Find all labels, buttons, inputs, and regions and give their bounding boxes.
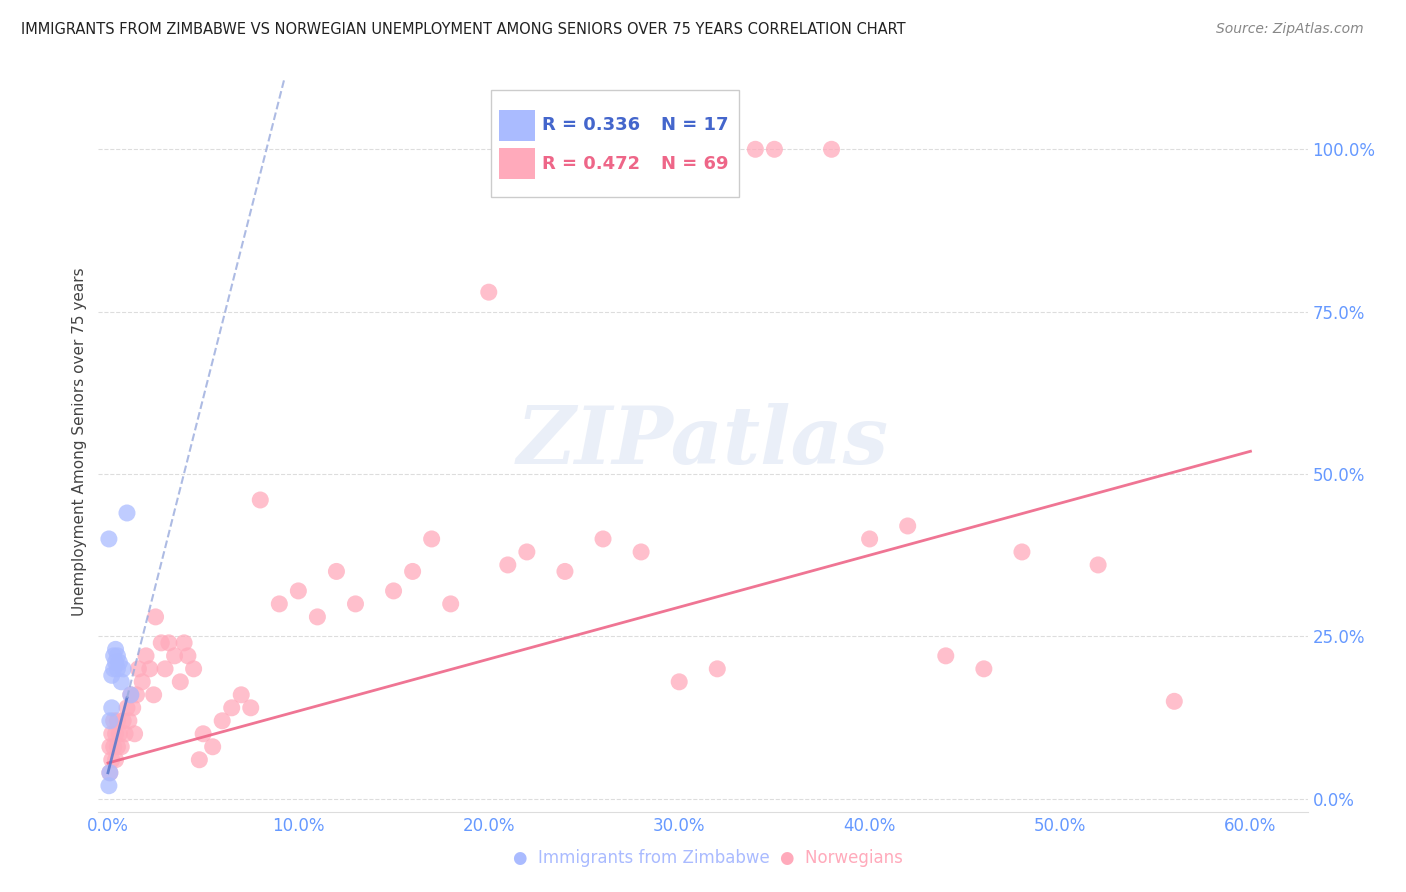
Point: [103, 739, 125, 754]
Point: [169, 674, 191, 689]
Point: [177, 648, 200, 663]
Point: [104, 753, 127, 767]
Point: [108, 656, 131, 670]
Point: [135, 648, 157, 663]
Point: [231, 688, 253, 702]
Text: N = 17: N = 17: [661, 117, 728, 135]
Text: Source: ZipAtlas.com: Source: ZipAtlas.com: [1216, 22, 1364, 37]
Point: [173, 636, 195, 650]
Point: [221, 701, 243, 715]
FancyBboxPatch shape: [492, 90, 740, 197]
Point: [120, 688, 142, 702]
Point: [104, 642, 127, 657]
Text: N = 69: N = 69: [661, 155, 728, 173]
Point: [125, 688, 148, 702]
Point: [108, 727, 131, 741]
Point: [120, 688, 142, 702]
Point: [131, 674, 153, 689]
Point: [496, 558, 519, 572]
Point: [115, 506, 138, 520]
Point: [668, 674, 690, 689]
Text: ●  Norwegians: ● Norwegians: [780, 849, 903, 867]
Point: [382, 583, 405, 598]
Point: [107, 662, 129, 676]
Point: [201, 739, 224, 754]
Point: [706, 662, 728, 676]
Point: [98, 765, 121, 780]
Point: [287, 583, 309, 598]
Point: [112, 662, 135, 676]
Point: [554, 565, 576, 579]
Text: IMMIGRANTS FROM ZIMBABWE VS NORWEGIAN UNEMPLOYMENT AMONG SENIORS OVER 75 YEARS C: IMMIGRANTS FROM ZIMBABWE VS NORWEGIAN UN…: [21, 22, 905, 37]
Point: [110, 674, 132, 689]
Bar: [499, 110, 534, 141]
Point: [239, 701, 262, 715]
Point: [153, 662, 176, 676]
Point: [440, 597, 463, 611]
Point: [107, 739, 129, 754]
Point: [97, 532, 120, 546]
Point: [103, 662, 125, 676]
Point: [249, 493, 271, 508]
Point: [142, 688, 165, 702]
Point: [107, 648, 129, 663]
Point: [150, 636, 173, 650]
Point: [897, 519, 920, 533]
Point: [97, 779, 120, 793]
Point: [115, 701, 138, 715]
Point: [110, 739, 132, 754]
Y-axis label: Unemployment Among Seniors over 75 years: Unemployment Among Seniors over 75 years: [72, 268, 87, 615]
Point: [118, 714, 141, 728]
Point: [478, 285, 501, 300]
Point: [763, 142, 786, 156]
Point: [100, 701, 122, 715]
Point: [107, 714, 129, 728]
Point: [420, 532, 443, 546]
Point: [269, 597, 291, 611]
Point: [100, 753, 122, 767]
Point: [211, 714, 233, 728]
Point: [124, 727, 146, 741]
Point: [820, 142, 842, 156]
Bar: [499, 148, 534, 179]
Point: [325, 565, 347, 579]
Point: [516, 545, 538, 559]
Point: [188, 753, 211, 767]
Point: [973, 662, 995, 676]
Point: [307, 610, 329, 624]
Point: [163, 648, 186, 663]
Text: R = 0.336: R = 0.336: [543, 117, 640, 135]
Point: [112, 714, 135, 728]
Point: [935, 648, 957, 663]
Text: ●  Immigrants from Zimbabwe: ● Immigrants from Zimbabwe: [513, 849, 770, 867]
Point: [98, 765, 121, 780]
Point: [104, 656, 127, 670]
Point: [139, 662, 162, 676]
Point: [103, 648, 125, 663]
Point: [191, 727, 214, 741]
Point: [157, 636, 180, 650]
Point: [127, 662, 149, 676]
Point: [630, 545, 652, 559]
Point: [592, 532, 614, 546]
Point: [98, 739, 121, 754]
Point: [1011, 545, 1033, 559]
Text: R = 0.472: R = 0.472: [543, 155, 640, 173]
Point: [344, 597, 367, 611]
Point: [744, 142, 766, 156]
Point: [100, 727, 122, 741]
Text: ZIPatlas: ZIPatlas: [517, 403, 889, 480]
Point: [859, 532, 882, 546]
Point: [183, 662, 205, 676]
Point: [1087, 558, 1109, 572]
Point: [98, 714, 121, 728]
Point: [145, 610, 167, 624]
Point: [100, 668, 122, 682]
Point: [401, 565, 423, 579]
Point: [104, 727, 127, 741]
Point: [121, 701, 143, 715]
Point: [114, 727, 136, 741]
Point: [103, 714, 125, 728]
Point: [1163, 694, 1185, 708]
